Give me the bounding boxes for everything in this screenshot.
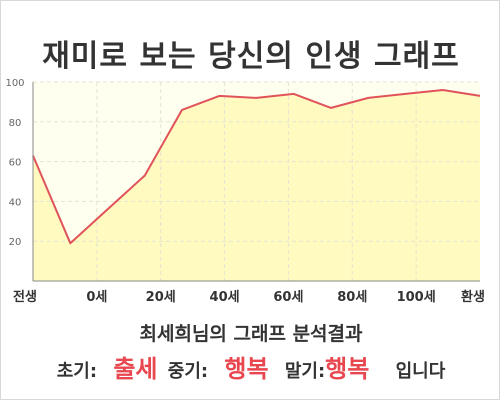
early-label: 초기:	[56, 361, 98, 382]
result-suffix: 입니다	[395, 361, 446, 382]
y-tick-label: 40	[9, 197, 22, 208]
y-tick-label: 80	[9, 118, 22, 129]
x-tick-label: 100세	[397, 290, 436, 305]
x-tick-label: 환생	[461, 289, 485, 305]
y-tick-label: 60	[9, 158, 22, 169]
x-tick-label: 40세	[210, 290, 240, 305]
area-fill	[33, 90, 480, 281]
late-value: 행복	[325, 355, 370, 383]
x-tick-label: 20세	[146, 290, 176, 305]
x-tick-label: 0세	[86, 290, 107, 305]
y-tick-label: 20	[9, 237, 22, 248]
analysis-summary: 초기: 출세 중기: 행복 말기:행복 입니다	[1, 349, 500, 384]
analysis-title: 최세희님의 그래프 분석결과	[139, 323, 363, 345]
series-line	[32, 89, 481, 245]
x-tick-label: 80세	[337, 290, 367, 305]
life-graph-chart: 20 40 60 80 100 전생 0세 20세 40세 60세 80세 100세 환생	[5, 78, 485, 305]
mid-value: 행복	[224, 355, 269, 383]
x-tick-label: 전생	[13, 289, 37, 305]
chart-title: 재미로 보는 당신의 인생 그래프	[42, 39, 460, 74]
mid-label: 중기:	[167, 361, 209, 382]
x-tick-label: 60세	[273, 290, 303, 305]
late-label: 말기:	[284, 361, 326, 382]
early-value: 출세	[113, 355, 158, 383]
y-tick-label: 100	[5, 78, 24, 89]
